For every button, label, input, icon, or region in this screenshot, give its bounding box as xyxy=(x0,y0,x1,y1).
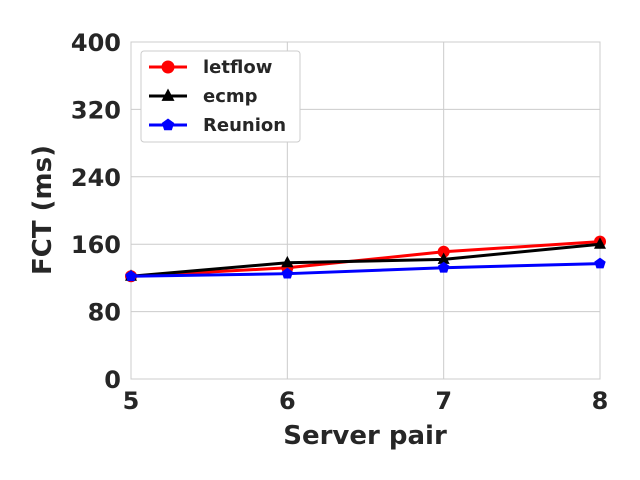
legend-marker xyxy=(161,88,175,101)
legend-item: ecmp xyxy=(149,86,258,107)
x-axis-title: Server pair xyxy=(283,421,447,451)
y-tick-label: 80 xyxy=(88,299,121,327)
y-tick-label: 160 xyxy=(71,231,121,259)
series-layer xyxy=(125,235,606,283)
data-point xyxy=(437,245,450,258)
x-tick-label: 5 xyxy=(123,387,140,415)
data-point xyxy=(281,255,294,268)
y-axis-title: FCT (ms) xyxy=(28,145,58,275)
data-point xyxy=(437,252,450,264)
legend-label: ecmp xyxy=(203,86,258,107)
x-tick-label: 7 xyxy=(435,387,452,415)
series-line xyxy=(130,262,601,278)
legend-item: Reunion xyxy=(149,115,286,136)
y-tick-label: 240 xyxy=(71,164,121,192)
data-point xyxy=(437,261,450,273)
data-point xyxy=(125,270,137,282)
series-line xyxy=(130,242,601,278)
legend-label: letflow xyxy=(203,57,272,78)
y-tick-label: 0 xyxy=(104,366,121,394)
x-tick-label: 8 xyxy=(592,387,609,415)
x-tick-label: 6 xyxy=(279,387,296,415)
data-point xyxy=(281,267,294,279)
legend-marker xyxy=(161,60,175,74)
legend-item: letflow xyxy=(149,57,272,78)
data-point xyxy=(594,237,606,249)
data-point xyxy=(594,257,606,269)
legend: letflow ecmp Reunion xyxy=(140,50,301,143)
y-tick-label: 320 xyxy=(71,96,121,124)
legend-label: Reunion xyxy=(203,115,286,136)
legend-marker xyxy=(161,118,175,131)
legend-box xyxy=(140,50,301,143)
y-tick-label: 400 xyxy=(71,29,121,57)
series-reunion xyxy=(125,257,606,282)
